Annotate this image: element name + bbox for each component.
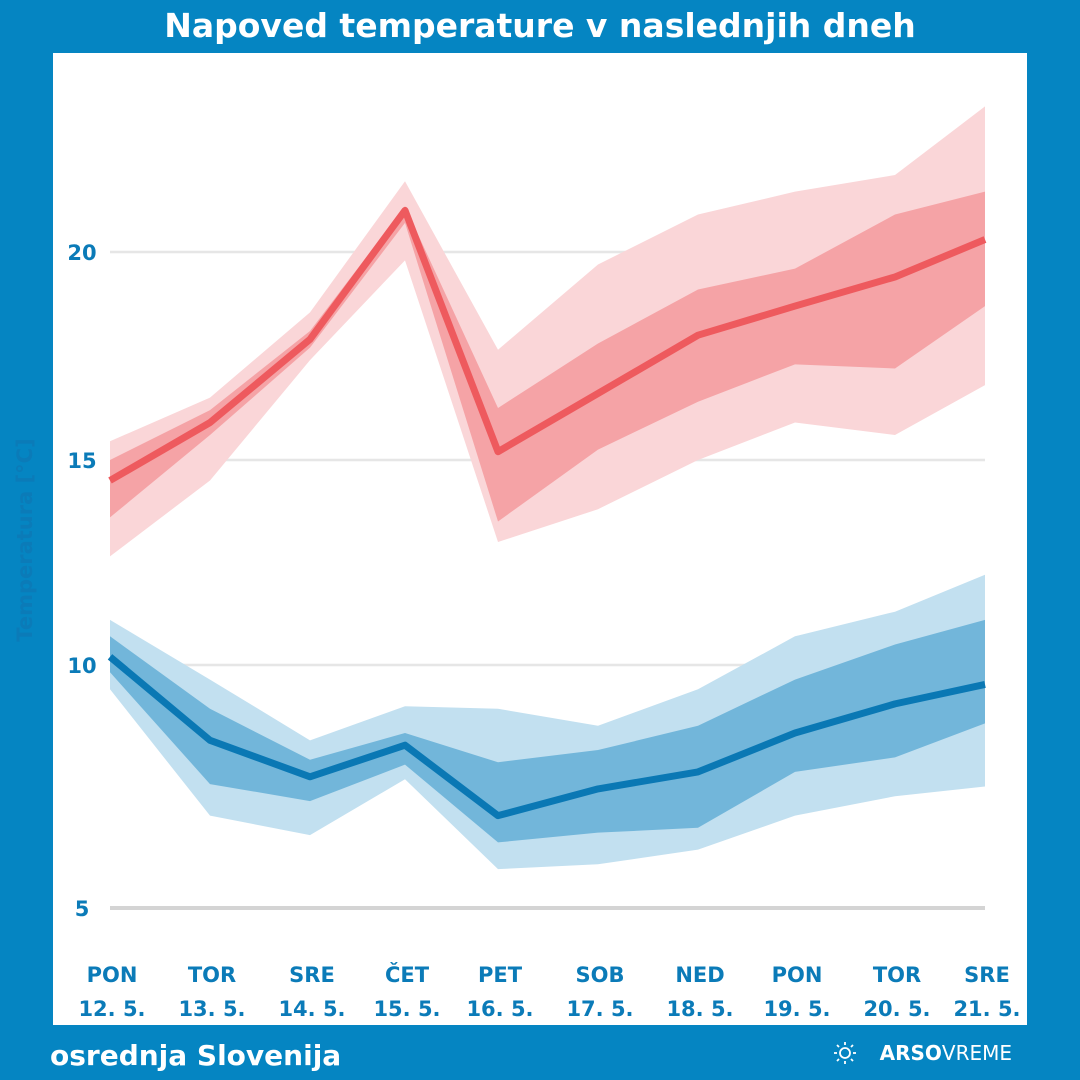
y-tick-label: 10 <box>67 654 96 678</box>
min-inner-band <box>110 619 985 843</box>
sun-cloud-icon <box>833 1042 856 1064</box>
x-tick-day: PET <box>478 963 523 987</box>
arso-logo: ARSOVREME <box>832 1040 1012 1066</box>
x-tick-date: 13. 5. <box>178 997 245 1021</box>
region-label: osrednja Slovenija <box>50 1039 342 1072</box>
x-tick-day: SRE <box>289 963 335 987</box>
x-tick-day: SRE <box>964 963 1010 987</box>
x-tick-date: 17. 5. <box>566 997 633 1021</box>
x-tick-date: 16. 5. <box>466 997 533 1021</box>
min-outer-band <box>110 574 985 870</box>
x-tick-day: NED <box>675 963 724 987</box>
x-tick-day: TOR <box>873 963 921 987</box>
x-tick-day: PON <box>772 963 823 987</box>
x-tick-date: 14. 5. <box>278 997 345 1021</box>
x-tick-day: SOB <box>576 963 625 987</box>
logo-brand: ARSO <box>879 1041 942 1065</box>
chart-title: Napoved temperature v naslednjih dneh <box>164 6 916 45</box>
x-tick-date: 21. 5. <box>953 997 1020 1021</box>
max-outer-band <box>110 106 985 557</box>
x-tick-date: 20. 5. <box>863 997 930 1021</box>
min-median-line <box>107 654 986 820</box>
x-tick-day: PON <box>87 963 138 987</box>
y-tick-label: 15 <box>67 449 96 473</box>
y-tick-label: 5 <box>75 897 90 921</box>
x-tick-date: 18. 5. <box>666 997 733 1021</box>
logo-product: VREME <box>941 1041 1012 1065</box>
x-tick-day: ČET <box>385 962 430 987</box>
y-tick-label: 20 <box>67 241 96 265</box>
x-tick-date: 15. 5. <box>373 997 440 1021</box>
x-tick-day: TOR <box>188 963 236 987</box>
x-tick-date: 19. 5. <box>763 997 830 1021</box>
x-tick-date: 12. 5. <box>78 997 145 1021</box>
max-median-line <box>108 206 987 484</box>
